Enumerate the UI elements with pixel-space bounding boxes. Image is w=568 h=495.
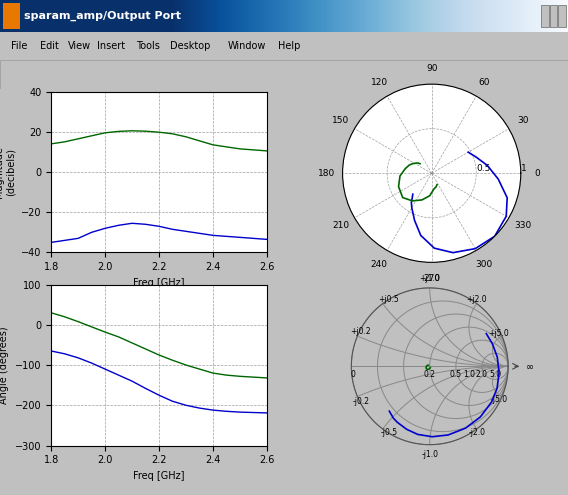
Text: 0: 0: [350, 370, 356, 379]
Bar: [550, 5, 557, 27]
Text: +j5.0: +j5.0: [488, 329, 509, 338]
Text: -j0.2: -j0.2: [352, 397, 369, 406]
Text: File: File: [11, 41, 28, 51]
Y-axis label: Angle (degrees): Angle (degrees): [0, 326, 9, 404]
Text: -j2.0: -j2.0: [468, 428, 485, 438]
Text: Edit: Edit: [40, 41, 59, 51]
Bar: [3, 3, 20, 29]
Text: +j0.2: +j0.2: [350, 327, 371, 336]
Text: $\infty$: $\infty$: [525, 361, 534, 371]
Text: Window: Window: [227, 41, 266, 51]
Text: Insert: Insert: [97, 41, 125, 51]
Text: Desktop: Desktop: [170, 41, 211, 51]
Y-axis label: Magnitude
(decibels): Magnitude (decibels): [0, 146, 15, 198]
Text: 0.5: 0.5: [450, 370, 462, 379]
Text: -j5.0: -j5.0: [490, 395, 507, 404]
Text: -j1.0: -j1.0: [421, 449, 438, 458]
X-axis label: Freq [GHz]: Freq [GHz]: [133, 471, 185, 481]
Text: Tools: Tools: [136, 41, 160, 51]
Bar: [541, 5, 549, 27]
Text: -j0.5: -j0.5: [381, 428, 398, 438]
Text: 5.0: 5.0: [489, 370, 501, 379]
Text: 2.0: 2.0: [476, 370, 488, 379]
Bar: [558, 5, 566, 27]
Text: +j0.5: +j0.5: [379, 295, 399, 304]
Text: 0.2: 0.2: [424, 370, 436, 379]
Text: 1.0: 1.0: [463, 370, 475, 379]
Text: sparam_amp/Output Port: sparam_amp/Output Port: [24, 11, 181, 21]
Text: +j1.0: +j1.0: [419, 274, 440, 283]
X-axis label: Freq [GHz]: Freq [GHz]: [133, 278, 185, 288]
Text: View: View: [68, 41, 91, 51]
Text: Help: Help: [278, 41, 300, 51]
Text: +j2.0: +j2.0: [466, 295, 487, 304]
